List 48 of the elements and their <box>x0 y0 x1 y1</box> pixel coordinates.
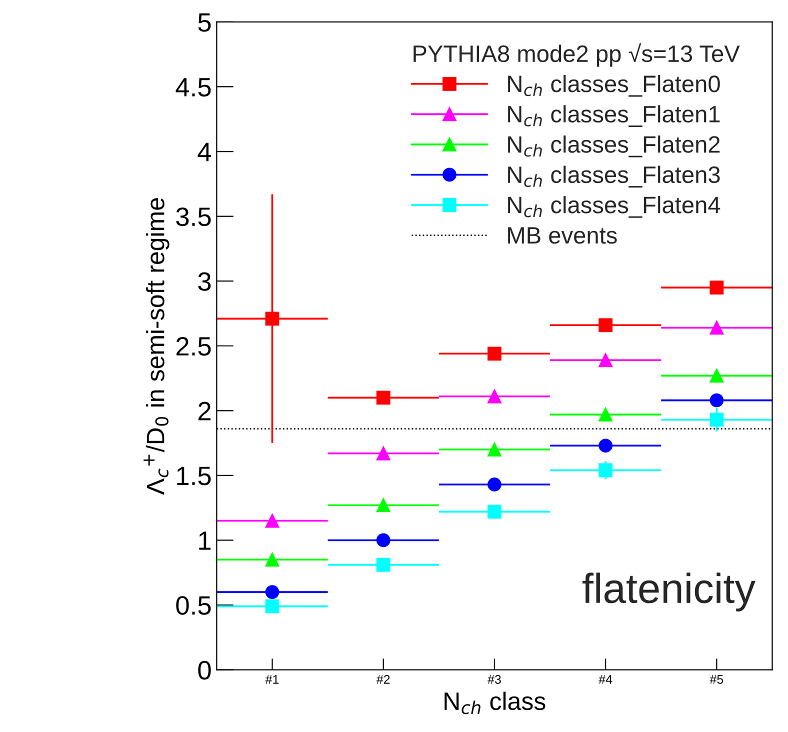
point <box>710 280 724 295</box>
y-tick-label: 4 <box>198 142 212 162</box>
y-tick-label: 0.5 <box>176 596 211 615</box>
y-tick-label: 1 <box>199 532 211 550</box>
point <box>710 320 724 335</box>
point <box>488 389 502 404</box>
point <box>488 504 502 519</box>
point <box>710 393 724 408</box>
x-tick-label: #1 <box>265 675 279 684</box>
point <box>598 318 613 332</box>
point <box>598 438 613 453</box>
point <box>265 585 280 599</box>
x-tick-label: #4 <box>598 675 612 684</box>
point <box>488 346 502 361</box>
y-tick-label: 2.5 <box>176 337 211 356</box>
legend-label: N$_{ch}$ classes_Flaten1 <box>508 105 720 128</box>
y-tick-label: 1.5 <box>177 466 211 486</box>
y-tick-label: 2 <box>198 402 211 420</box>
point <box>376 558 390 572</box>
point <box>265 514 280 528</box>
point <box>488 478 502 492</box>
legend-label: N$_{ch}$ classes_Flaten0 <box>508 74 720 97</box>
point <box>265 599 280 614</box>
y-tick-label: 0 <box>198 660 211 680</box>
point <box>488 442 502 456</box>
point <box>376 390 390 405</box>
x-tick-label: #5 <box>710 675 724 684</box>
legend-label: N$_{ch}$ classes_Flaten3 <box>508 166 720 188</box>
point <box>598 408 613 422</box>
point <box>376 498 390 512</box>
legend-title: PYTHIA8 mode2 pp √s=13 TeV <box>414 43 740 67</box>
point <box>376 446 390 460</box>
y-tick-label: 3.5 <box>176 207 211 226</box>
x-tick-label: #3 <box>488 674 501 684</box>
x-axis-title: N$_{ch}$ class <box>444 692 546 714</box>
y-tick-label: 4.5 <box>176 78 211 97</box>
legend-label: N$_{ch}$ classes_Flaten4 <box>508 196 720 218</box>
y-tick-label: 3 <box>198 272 211 291</box>
legend-label: N$_{ch}$ classes_Flaten2 <box>508 135 720 158</box>
x-tick-label: #2 <box>376 674 390 684</box>
annotation: flatenicity <box>582 572 756 612</box>
legend-label: MB events <box>508 227 617 244</box>
y-tick-label: 5 <box>198 13 211 32</box>
point <box>265 552 280 567</box>
point <box>376 533 390 548</box>
y-axis-title: Λ$_{c}$$^{+}$/D$_{0}$ in semi-soft regime <box>144 198 170 495</box>
point <box>710 368 724 383</box>
point <box>598 353 613 368</box>
